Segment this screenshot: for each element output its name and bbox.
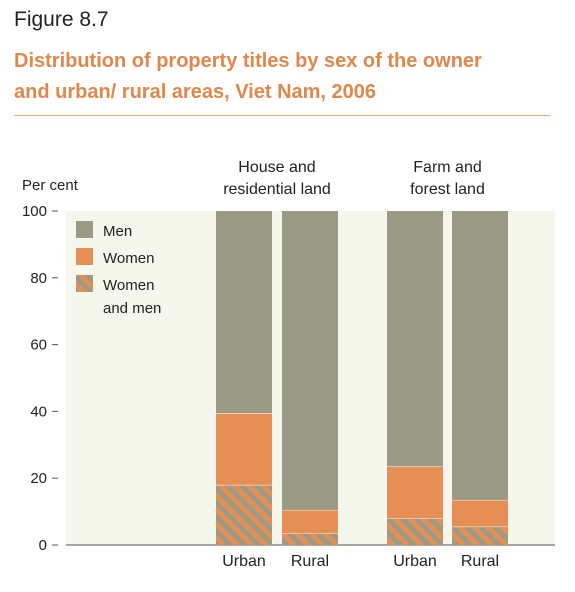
figure-title: Distribution of property titles by sex o…	[14, 46, 544, 108]
legend-label-men: Men	[103, 223, 132, 240]
bar-segment-women-and-men	[452, 526, 508, 545]
bar-segment-men	[282, 211, 338, 510]
bar-segment-women-and-men	[282, 533, 338, 545]
group-label-line-2: residential land	[223, 181, 331, 198]
y-axis-label: Per cent	[22, 177, 79, 194]
bar-segment-women	[387, 466, 443, 519]
legend-label-women-and-men-2: and men	[103, 300, 161, 317]
y-tick-label: 100	[22, 203, 47, 220]
legend-label-women: Women	[103, 250, 154, 267]
bar-segment-women-and-men	[387, 518, 443, 545]
legend-swatch-women	[76, 248, 93, 265]
legend-label-women-and-men-1: Women	[103, 277, 154, 294]
y-tick-label: 60	[30, 337, 47, 354]
x-tick-label: Urban	[393, 553, 437, 570]
y-tick-label: 20	[30, 470, 47, 487]
y-tick-label: 40	[30, 403, 47, 420]
figure-label: Figure 8.7	[14, 8, 109, 31]
bar-segment-men	[387, 211, 443, 467]
bar-segment-women	[216, 413, 272, 485]
x-tick-label: Rural	[291, 553, 329, 570]
y-tick-label: 80	[30, 270, 47, 287]
y-tick-label: 0	[39, 537, 47, 554]
bar-segment-men	[452, 211, 508, 500]
group-label-line-1: House and	[238, 159, 315, 176]
x-tick-label: Urban	[222, 553, 266, 570]
title-divider	[14, 115, 550, 116]
group-label-line-1: Farm and	[413, 159, 481, 176]
bar-segment-men	[216, 211, 272, 414]
group-label-line-2: forest land	[410, 181, 485, 198]
bar-segment-women	[282, 509, 338, 534]
figure-title-line-1: Distribution of property titles by sex o…	[14, 50, 482, 72]
bar-segment-women-and-men	[216, 484, 272, 545]
legend-swatch-men	[76, 221, 93, 238]
legend: Men Women Women and men	[76, 221, 161, 317]
legend-swatch-women-and-men	[76, 275, 93, 292]
bar-segment-women	[452, 499, 508, 527]
figure-title-line-2: and urban/ rural areas, Viet Nam, 2006	[14, 81, 377, 103]
x-tick-label: Rural	[461, 553, 499, 570]
